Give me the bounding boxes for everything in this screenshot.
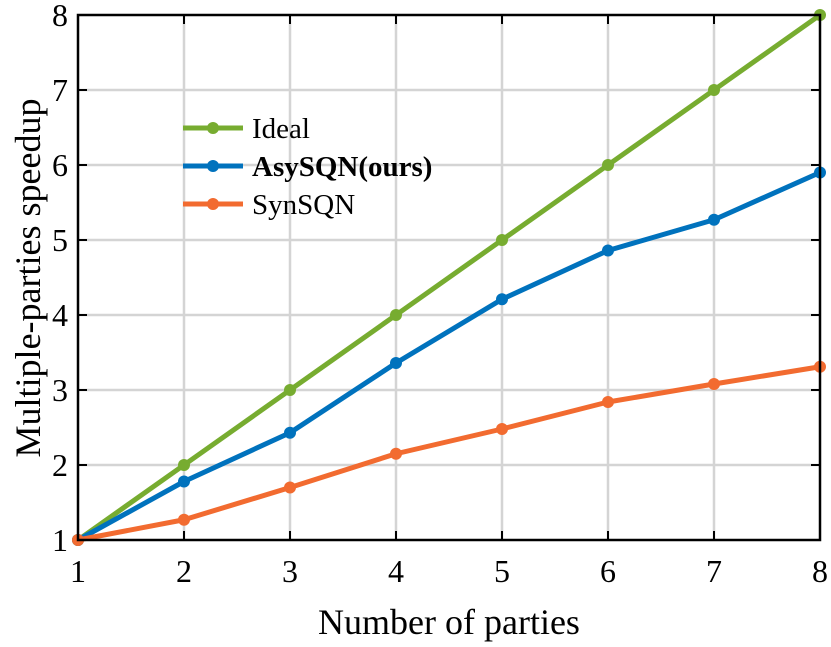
data-point [602,159,614,171]
data-point [178,459,190,471]
x-tick-label: 6 [600,553,616,589]
series-line [77,364,821,543]
data-point [390,309,402,321]
y-tick-label: 7 [52,72,68,108]
y-axis-label: Multiple-parties speedup [8,99,48,458]
series-line [76,12,822,543]
data-point [284,384,296,396]
legend-marker [207,160,219,172]
data-point [708,213,720,226]
x-tick-label: 8 [812,553,828,589]
x-tick-label: 7 [706,553,722,589]
data-point [602,396,614,408]
series-line [76,170,822,543]
data-point [708,378,720,390]
data-point [390,357,402,369]
legend: Ideal AsySQN(ours) SynSQN [183,113,432,221]
x-axis-label: Number of parties [318,602,580,642]
plot-frame [76,13,822,542]
x-tick-label: 3 [282,553,298,589]
series-lines [72,9,826,546]
data-point [178,513,190,526]
data-point [602,244,614,257]
legend-marker [207,198,219,210]
legend-marker [207,122,219,134]
data-point [496,293,508,306]
y-tick-label: 2 [52,447,68,483]
data-point [390,447,402,460]
x-tick-label: 2 [176,553,192,589]
y-tick-label: 4 [52,297,68,333]
y-tick-label: 8 [52,0,68,33]
y-tick-label: 1 [52,522,68,558]
data-point [284,426,296,439]
data-point [496,423,508,435]
data-point [284,481,296,494]
y-tick-label: 3 [52,372,68,408]
axes-box [76,13,822,542]
legend-label: SynSQN [252,189,355,221]
tick-labels: 1 2 3 4 5 6 7 8 1 2 3 4 5 6 7 8 [52,0,828,589]
legend-label: AsySQN(ours) [252,151,432,183]
y-tick-label: 6 [52,147,68,183]
x-tick-label: 1 [70,553,86,589]
y-tick-label: 5 [52,222,68,258]
legend-label: Ideal [252,113,310,145]
x-tick-label: 5 [494,553,510,589]
data-point [178,475,190,488]
x-tick-label: 4 [388,553,404,589]
data-point [496,234,508,246]
data-point [708,84,720,96]
